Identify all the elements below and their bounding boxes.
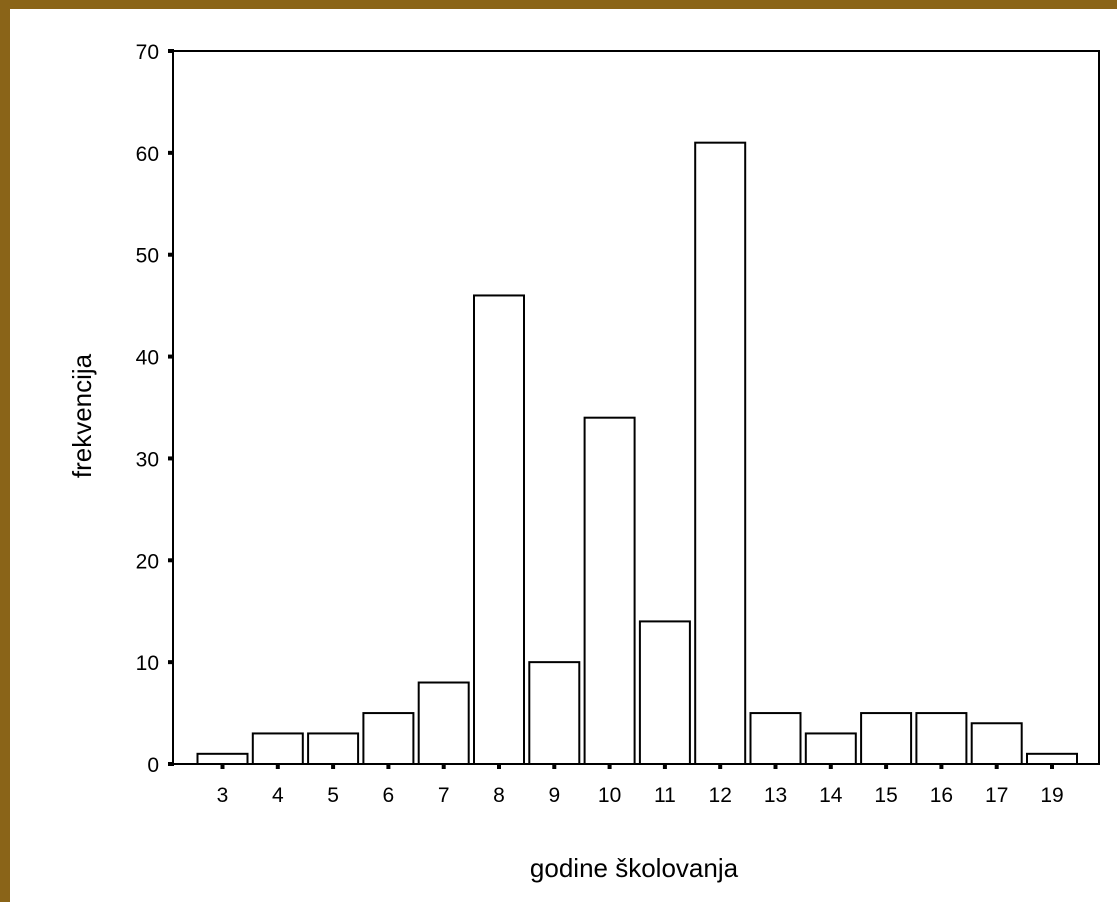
chart-frame: 0 10 20 30 40 50 60 70 3 4 5 6 7 8 9 10 11 12 13 14 15 16 17 1… bbox=[10, 9, 1117, 902]
x-tick-mark bbox=[386, 763, 391, 769]
x-tick-label: 14 bbox=[819, 784, 843, 807]
x-tick-mark bbox=[441, 763, 446, 769]
bar bbox=[473, 294, 525, 765]
bar bbox=[307, 732, 360, 766]
y-tick-mark bbox=[168, 660, 174, 665]
x-tick-mark bbox=[331, 763, 336, 769]
x-tick-mark bbox=[884, 763, 889, 769]
x-tick-mark bbox=[552, 763, 557, 769]
y-tick-label: 50 bbox=[136, 245, 159, 268]
bar bbox=[417, 681, 470, 765]
x-tick-label: 16 bbox=[930, 784, 953, 807]
x-tick-label: 15 bbox=[874, 784, 897, 807]
x-tick-label: 19 bbox=[1040, 784, 1063, 807]
x-tick-mark bbox=[220, 763, 225, 769]
x-tick-label: 3 bbox=[217, 784, 229, 807]
y-tick-mark bbox=[168, 762, 174, 766]
x-axis-label: godine školovanja bbox=[530, 853, 739, 883]
x-tick-mark bbox=[828, 763, 833, 769]
x-tick-label: 9 bbox=[548, 784, 560, 807]
x-tick-mark bbox=[773, 763, 778, 769]
x-tick-mark bbox=[939, 763, 944, 769]
y-tick-label: 20 bbox=[136, 550, 159, 573]
x-tick-label: 13 bbox=[764, 784, 787, 807]
bar bbox=[915, 712, 968, 765]
bar bbox=[251, 732, 304, 766]
y-axis-label: frekvencija bbox=[67, 353, 97, 478]
x-tick-label: 7 bbox=[438, 784, 450, 807]
x-tick-label: 6 bbox=[383, 784, 395, 807]
x-axis: 3 4 5 6 7 8 9 10 11 12 13 14 15 16 17 19 bbox=[217, 763, 1064, 807]
bar bbox=[528, 661, 581, 766]
y-tick-label: 70 bbox=[136, 41, 159, 64]
bar-chart: 0 10 20 30 40 50 60 70 3 4 5 6 7 8 9 10 11 12 13 14 15 16 17 1… bbox=[67, 41, 1100, 883]
x-tick-label: 10 bbox=[598, 784, 621, 807]
x-tick-label: 17 bbox=[985, 784, 1008, 807]
x-tick-mark bbox=[1050, 763, 1054, 769]
y-tick-mark bbox=[168, 49, 174, 53]
x-tick-label: 8 bbox=[493, 784, 505, 807]
y-tick-label: 60 bbox=[136, 143, 159, 166]
bar bbox=[362, 712, 415, 765]
y-tick-label: 30 bbox=[136, 448, 159, 471]
x-tick-label: 5 bbox=[327, 784, 339, 807]
x-tick-mark bbox=[275, 763, 280, 769]
y-tick-mark bbox=[168, 150, 174, 155]
y-tick-mark bbox=[168, 354, 174, 359]
bar bbox=[196, 752, 249, 765]
bars-group bbox=[196, 141, 1078, 766]
plot-border bbox=[172, 50, 1100, 765]
y-tick-label: 40 bbox=[136, 347, 159, 370]
y-tick-label: 0 bbox=[147, 754, 159, 777]
bar bbox=[970, 722, 1023, 765]
bar bbox=[583, 416, 636, 765]
bar bbox=[1026, 752, 1078, 765]
bar bbox=[694, 141, 747, 765]
x-tick-label: 11 bbox=[654, 784, 676, 807]
x-tick-mark bbox=[994, 763, 999, 769]
x-tick-mark bbox=[607, 763, 612, 769]
bar bbox=[638, 620, 691, 766]
x-tick-label: 12 bbox=[709, 784, 732, 807]
y-axis: 0 10 20 30 40 50 60 70 bbox=[136, 41, 174, 777]
y-tick-mark bbox=[168, 456, 174, 461]
y-tick-label: 10 bbox=[136, 652, 159, 675]
bar bbox=[749, 712, 802, 765]
x-tick-mark bbox=[662, 763, 667, 769]
plot-area: 0 10 20 30 40 50 60 70 3 4 5 6 7 8 9 10 11 12 13 14 15 16 17 1… bbox=[136, 41, 1100, 807]
x-tick-mark bbox=[497, 763, 501, 769]
x-tick-label: 4 bbox=[272, 784, 284, 807]
y-tick-mark bbox=[168, 252, 174, 257]
y-tick-mark bbox=[168, 558, 174, 563]
bar bbox=[860, 712, 913, 765]
x-tick-mark bbox=[718, 763, 723, 769]
bar bbox=[804, 732, 857, 766]
